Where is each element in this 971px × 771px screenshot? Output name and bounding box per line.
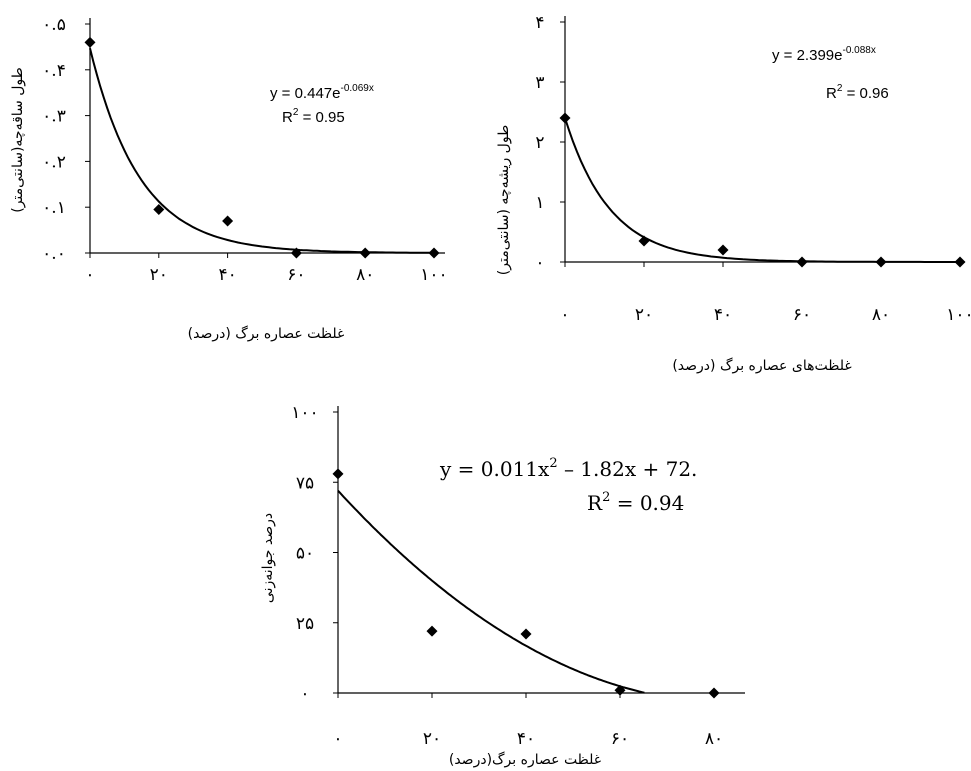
chart2-y-tick-label: ۲ [535,133,544,153]
chart1-x-tick-label: ۱۰۰ [420,265,447,285]
chart2-equation: y = 2.399e-0.088x [772,45,876,64]
chart1-data-point [84,36,96,48]
chart2-r2: R2 = 0.96 [826,83,889,102]
chart2-y-axis-label: طول ریشه‌چه (سانتی‌متر) [496,125,512,275]
chart1-x-tick-label: ۶۰ [287,265,305,285]
chart1-y-tick-label: ۰.۴ [42,61,66,81]
chart3-data-point [332,468,344,480]
chart2-x-axis-label: غلظت‌های عصاره برگ (درصد) [672,356,851,374]
chart-root-length: y = 2.399e-0.088x R2 = 0.96 غلظت‌های عصا… [496,13,971,374]
chart3-y-tick-label: ۵۰ [296,544,314,564]
chart1-y-tick-label: ۰.۵ [42,15,66,35]
chart1-data-point [359,247,371,259]
chart1-data-point [428,247,440,259]
chart1-x-tick-label: ۸۰ [356,265,374,285]
chart2-x-tick-label: ۲۰ [635,305,653,325]
chart2-y-tick-label: ۰ [535,253,544,273]
chart2-x-tick-label: ۰ [560,305,569,325]
chart1-x-tick-label: ۲۰ [150,265,168,285]
chart3-equation: y = 0.011x2 – 1.82x + 72. [439,456,697,481]
chart1-x-axis-label: غلظت عصاره برگ (درصد) [188,324,345,342]
chart1-data-point [153,203,165,215]
chart1-y-tick-label: ۰.۳ [42,107,66,127]
chart3-x-tick-label: ۸۰ [705,729,723,749]
chart1-y-axis-label: طول ساقه‌چه(سانتی‌متر) [10,67,26,213]
chart3-x-tick-label: ۴۰ [517,729,535,749]
chart3-x-tick-label: ۲۰ [423,729,441,749]
chart3-y-tick-label: ۱۰۰ [291,403,318,423]
chart3-x-axis-label: غلظت عصاره برگ(درصد) [449,750,601,768]
chart1-data-point [290,247,302,259]
chart3-x-tick-label: ۶۰ [611,729,629,749]
chart2-y-tick-label: ۴ [535,13,544,33]
chart2-data-point [875,256,887,268]
chart2-x-tick-label: ۸۰ [872,305,890,325]
chart3-data-point [614,684,626,696]
chart3-data-point [520,628,532,640]
chart3-r2: R2 = 0.94 [587,490,684,515]
chart3-y-tick-label: ۲۵ [296,614,314,634]
chart3-y-axis-label: درصد جوانه‌زنی [260,513,276,603]
chart1-x-tick-label: ۴۰ [218,265,236,285]
chart3-data-point [426,625,438,637]
chart2-data-point [954,256,966,268]
chart2-data-point [559,112,571,124]
chart2-data-point [796,256,808,268]
chart3-y-tick-label: ۷۵ [296,473,314,493]
chart1-y-tick-label: ۰.۱ [42,198,66,218]
chart2-data-point [638,235,650,247]
chart1-r2: R2 = 0.95 [282,107,345,126]
chart1-y-tick-label: ۰.۲ [42,152,66,172]
chart2-y-tick-label: ۳ [535,73,544,93]
chart2-x-tick-label: ۶۰ [793,305,811,325]
chart2-x-tick-label: ۱۰۰ [946,305,971,325]
chart3-data-point [708,687,720,699]
chart3-trendline [337,490,645,694]
chart2-x-tick-label: ۴۰ [714,305,732,325]
chart1-y-tick-label: ۰.۰ [42,244,66,264]
chart1-data-point [222,215,234,227]
chart2-data-point [717,244,729,256]
chart1-trendline [89,48,434,254]
chart1-x-tick-label: ۰ [85,265,94,285]
chart2-trendline [564,117,960,263]
chart2-y-tick-label: ۱ [535,193,544,213]
chart1-equation: y = 0.447e-0.069x [270,83,374,102]
chart-germination: y = 0.011x2 – 1.82x + 72. R2 = 0.94 غلظت… [260,403,745,768]
chart3-x-tick-label: ۰ [333,729,342,749]
chart-stem-length: y = 0.447e-0.069x R2 = 0.95 غلظت عصاره ب… [10,15,448,342]
chart3-y-tick-label: ۰ [300,684,309,704]
